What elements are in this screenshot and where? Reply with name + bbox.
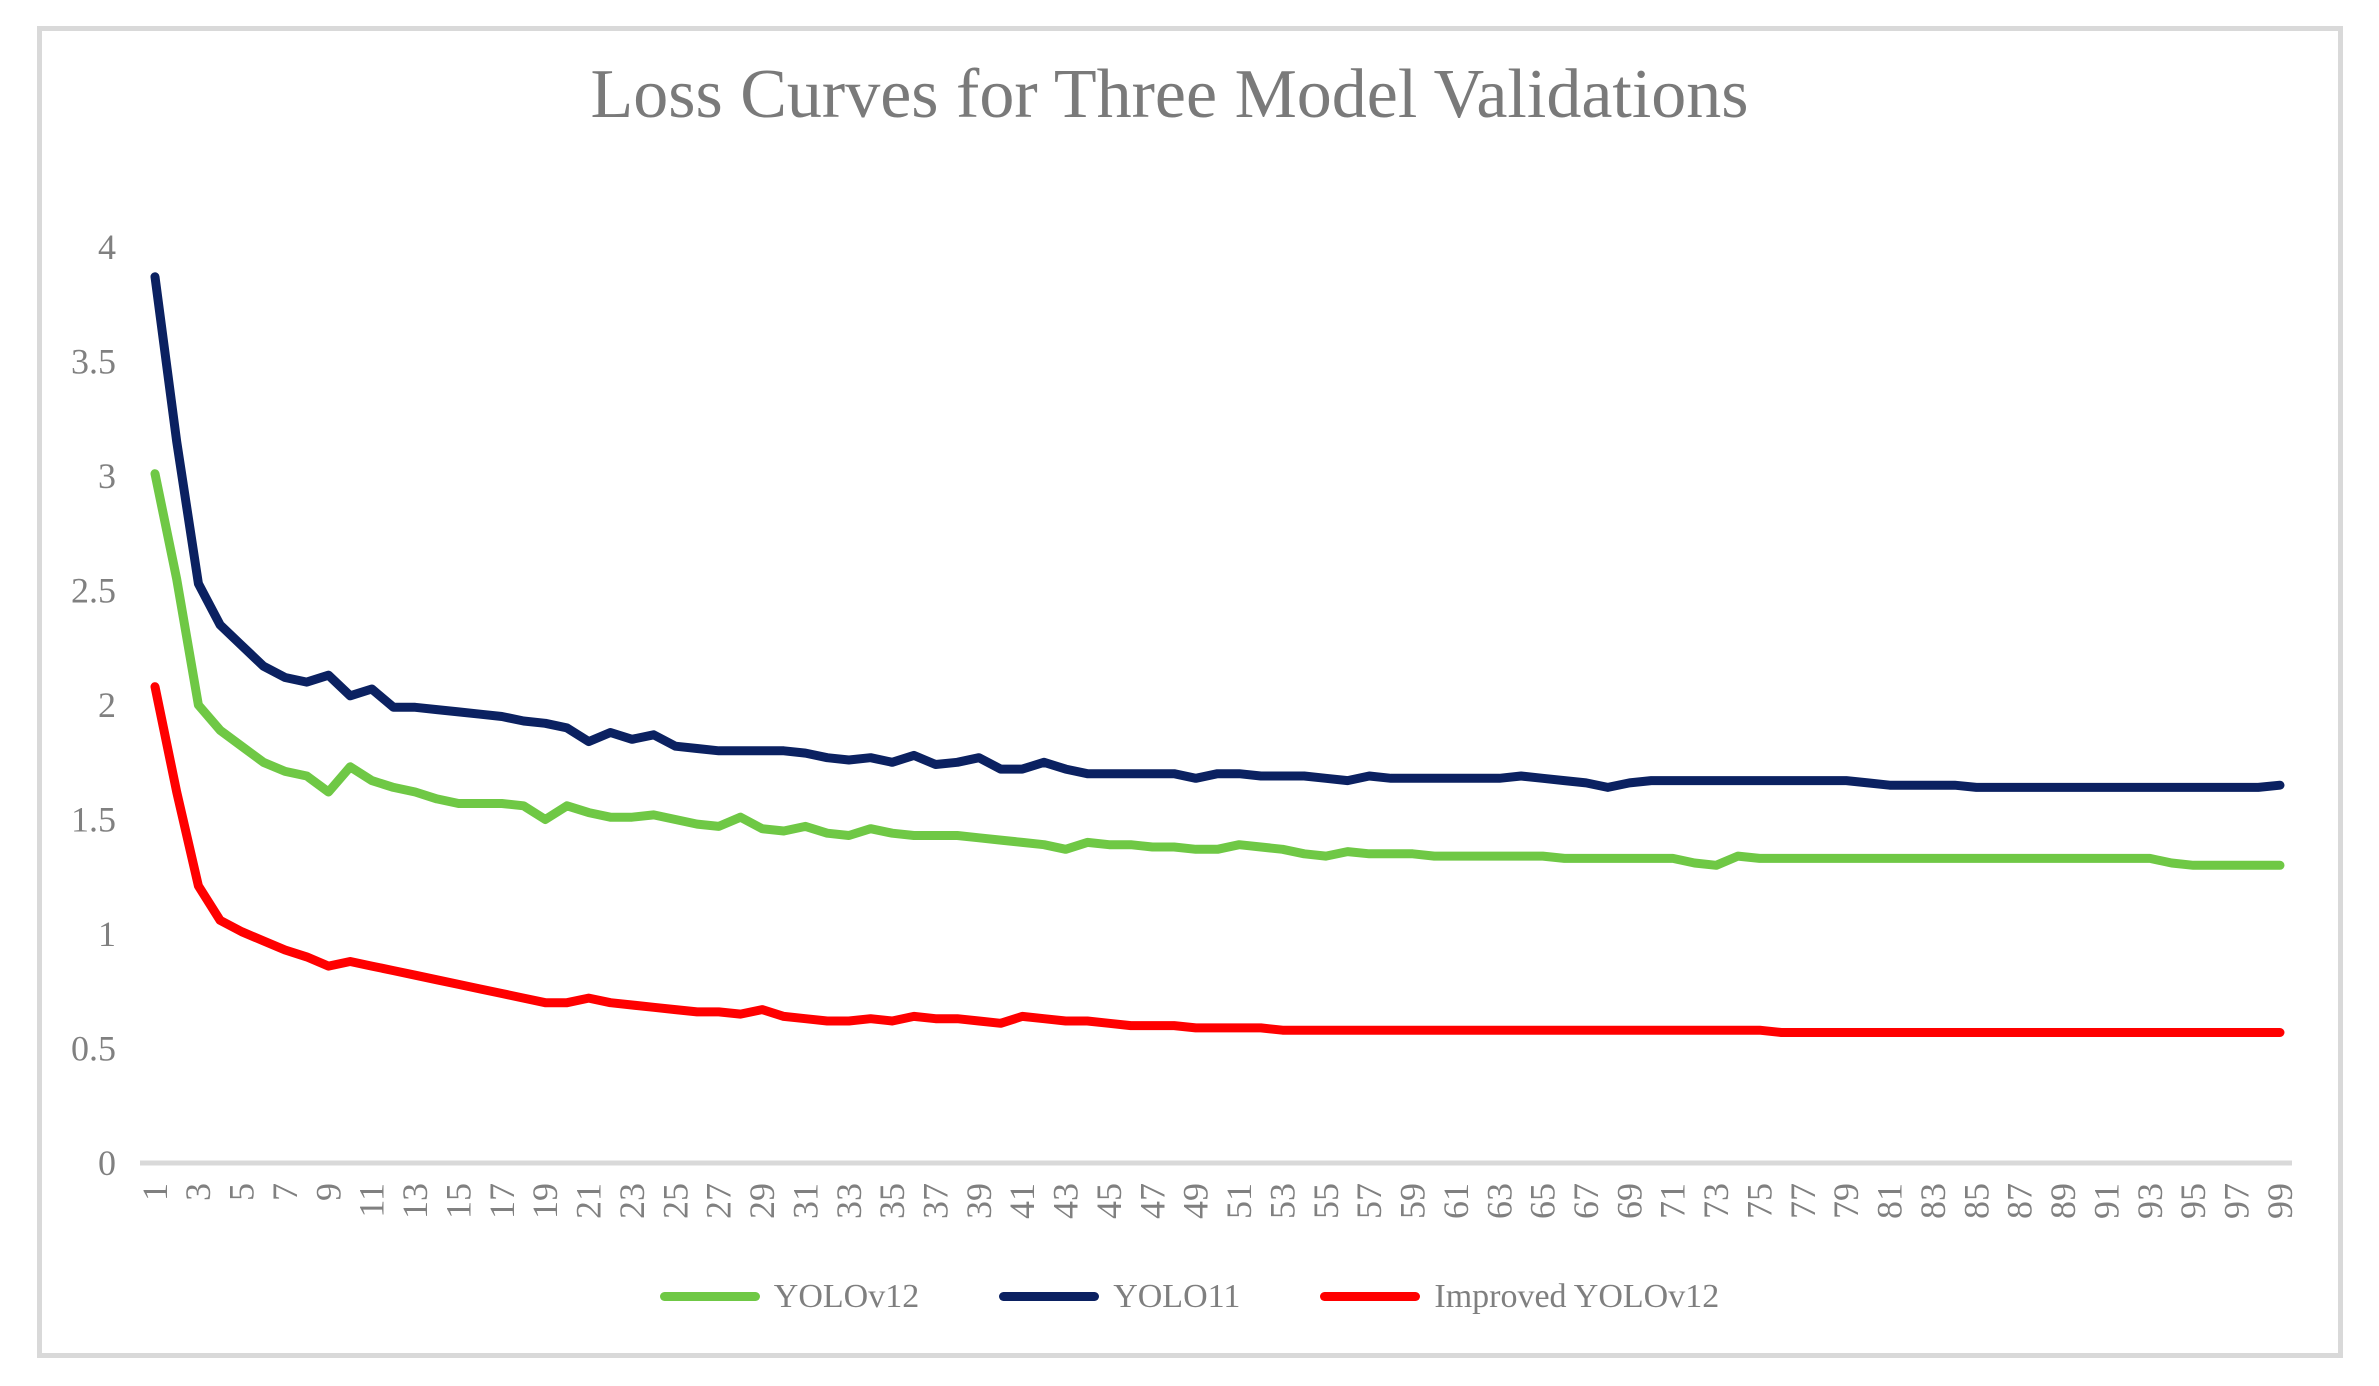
- x-tick-label: 25: [655, 1183, 695, 1219]
- x-tick-label: 23: [612, 1183, 652, 1219]
- legend-swatch-yolov12: [659, 1292, 760, 1302]
- x-tick-label: 57: [1349, 1183, 1389, 1219]
- x-tick-label: 53: [1262, 1183, 1302, 1219]
- x-tick-label: 97: [2217, 1183, 2257, 1219]
- x-tick-label: 31: [785, 1183, 825, 1219]
- legend: YOLOv12 YOLO11 Improved YOLOv12: [0, 1278, 2379, 1315]
- x-tick-label: 17: [482, 1183, 522, 1219]
- series-line-yolov12: [150, 469, 2285, 870]
- x-tick-label: 51: [1219, 1183, 1259, 1219]
- x-tick-label: 91: [2086, 1183, 2126, 1219]
- x-tick-label: 95: [2173, 1183, 2213, 1219]
- x-tick-label: 77: [1783, 1183, 1823, 1219]
- legend-label-yolo11: YOLO11: [1113, 1278, 1241, 1315]
- x-tick-label: 7: [265, 1183, 305, 1201]
- y-tick-label: 2: [98, 685, 116, 725]
- chart-title: Loss Curves for Three Model Validations: [590, 56, 1749, 133]
- x-tick-label: 47: [1132, 1183, 1172, 1219]
- x-tick-label: 11: [352, 1183, 392, 1218]
- y-tick-label: 3: [98, 456, 116, 496]
- x-tick-label: 85: [1956, 1183, 1996, 1219]
- x-tick-label: 73: [1696, 1183, 1736, 1219]
- x-tick-label: 27: [699, 1183, 739, 1219]
- legend-swatch-improved-yolov12: [1320, 1292, 1421, 1302]
- x-tick-label: 1: [135, 1183, 175, 1201]
- x-tick-label: 19: [525, 1183, 565, 1219]
- x-tick-label: 71: [1653, 1183, 1693, 1219]
- x-tick-label: 37: [915, 1183, 955, 1219]
- chart-frame: [37, 26, 2343, 1358]
- x-tick-label: 9: [308, 1183, 348, 1201]
- x-tick-label: 87: [2000, 1183, 2040, 1219]
- x-tick-label: 43: [1046, 1183, 1086, 1219]
- x-tick-label: 39: [959, 1183, 999, 1219]
- x-tick-label: 61: [1436, 1183, 1476, 1219]
- x-tick-label: 33: [829, 1183, 869, 1219]
- x-tick-label: 79: [1826, 1183, 1866, 1219]
- x-tick-label: 29: [742, 1183, 782, 1219]
- x-tick-label: 49: [1176, 1183, 1216, 1219]
- x-tick-label: 81: [1870, 1183, 1910, 1219]
- x-tick-label: 63: [1479, 1183, 1519, 1219]
- x-tick-label: 67: [1566, 1183, 1606, 1219]
- x-tick-label: 89: [2043, 1183, 2083, 1219]
- x-tick-label: 21: [569, 1183, 609, 1219]
- x-tick-label: 93: [2130, 1183, 2170, 1219]
- x-tick-label: 65: [1523, 1183, 1563, 1219]
- y-tick-label: 1: [98, 914, 116, 954]
- x-tick-label: 35: [872, 1183, 912, 1219]
- series-line-yolo11: [150, 272, 2285, 792]
- legend-label-improved-yolov12: Improved YOLOv12: [1434, 1278, 1720, 1315]
- y-tick-label: 3.5: [71, 342, 116, 382]
- x-tick-label: 3: [178, 1183, 218, 1201]
- legend-item-yolov12: YOLOv12: [659, 1278, 920, 1315]
- y-tick-label: 2.5: [71, 571, 116, 611]
- x-tick-label: 69: [1609, 1183, 1649, 1219]
- x-tick-label: 59: [1393, 1183, 1433, 1219]
- x-tick-label: 13: [395, 1183, 435, 1219]
- x-tick-label: 15: [438, 1183, 478, 1219]
- x-tick-label: 5: [222, 1183, 262, 1201]
- legend-item-yolo11: YOLO11: [999, 1278, 1240, 1315]
- legend-swatch-yolo11: [999, 1292, 1100, 1302]
- y-tick-label: 1.5: [71, 800, 116, 840]
- series-line-improved-yolov12: [150, 682, 2285, 1037]
- x-tick-label: 41: [1002, 1183, 1042, 1219]
- legend-item-improved-yolov12: Improved YOLOv12: [1320, 1278, 1719, 1315]
- x-tick-label: 55: [1306, 1183, 1346, 1219]
- y-tick-label: 0: [98, 1143, 116, 1183]
- x-tick-label: 83: [1913, 1183, 1953, 1219]
- x-tick-label: 45: [1089, 1183, 1129, 1219]
- legend-label-yolov12: YOLOv12: [773, 1278, 920, 1315]
- x-tick-label: 99: [2260, 1183, 2300, 1219]
- y-tick-label: 0.5: [71, 1029, 116, 1069]
- y-tick-label: 4: [98, 227, 116, 267]
- x-tick-label: 75: [1739, 1183, 1779, 1219]
